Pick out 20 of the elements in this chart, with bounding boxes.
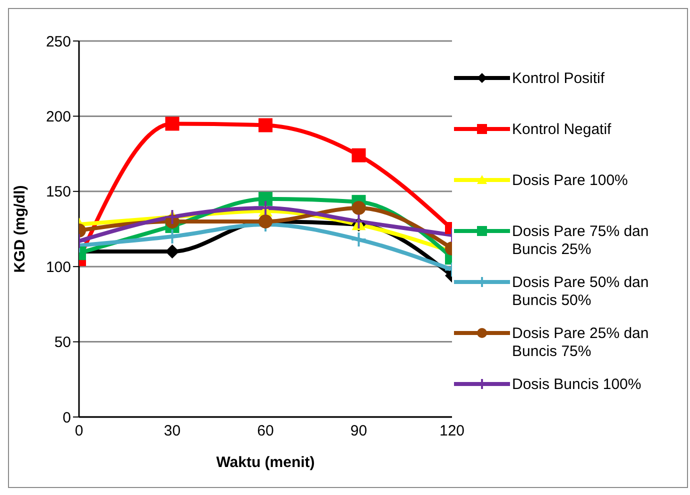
x-tick-label: 30: [164, 422, 181, 440]
legend-label: Kontrol Positif: [512, 70, 605, 88]
x-axis-title: Waktu (menit): [216, 454, 315, 471]
legend-label: Dosis Buncis 100%: [512, 376, 642, 394]
y-tick-label: 150: [46, 184, 71, 201]
y-tick-label: 200: [46, 108, 71, 126]
x-tick-label: 90: [350, 422, 368, 440]
y-tick-label: 100: [46, 258, 71, 276]
y-tick-label: 0: [62, 409, 71, 426]
y-tick-label: 250: [46, 33, 71, 50]
legend-label: Kontrol Negatif: [512, 120, 612, 138]
x-tick-label: 0: [74, 422, 84, 440]
legend-label: Dosis Pare 100%: [512, 172, 628, 190]
x-tick-label: 60: [257, 422, 274, 440]
legend-label: Dosis Pare 75% dan Buncis 25%: [512, 222, 650, 258]
y-axis-title: KGD (mg/dl): [11, 185, 28, 273]
legend-label: Dosis Pare 50% dan Buncis 50%: [512, 274, 650, 310]
x-tick-label: 120: [439, 422, 465, 440]
legend-label: Dosis Pare 25% dan Buncis 75%: [512, 324, 650, 360]
y-tick-label: 50: [54, 334, 71, 352]
